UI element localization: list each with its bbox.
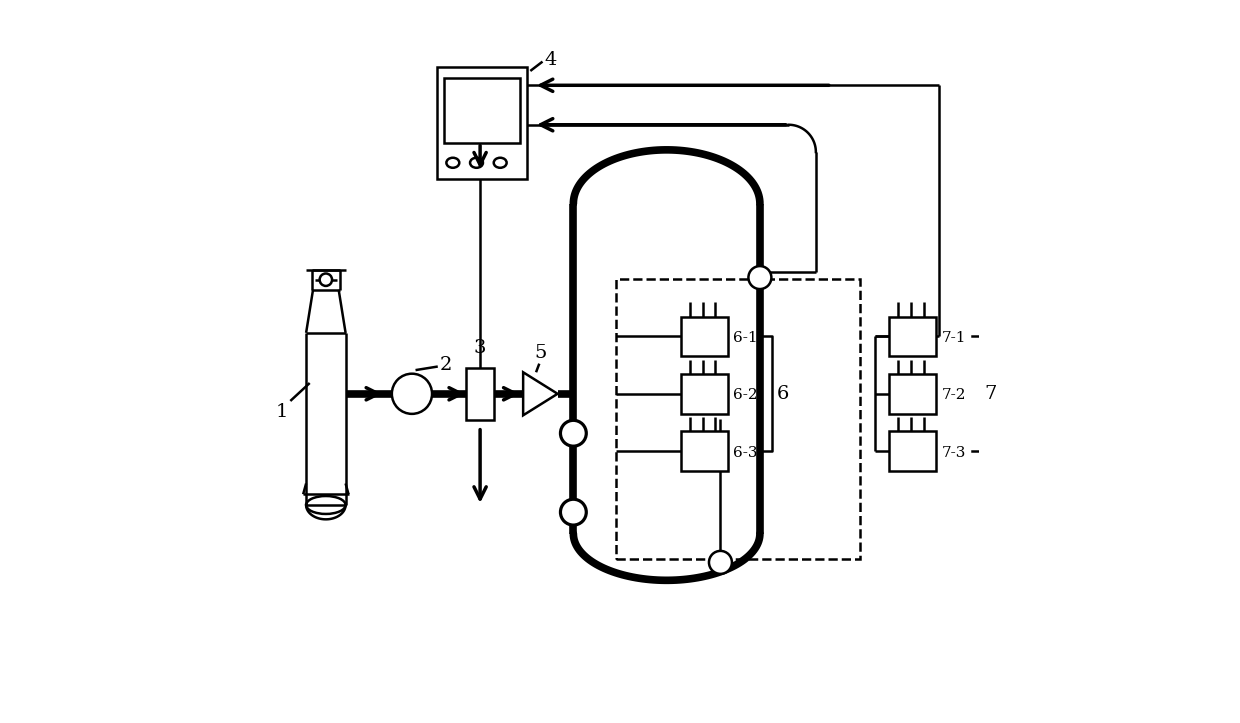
Bar bbox=[889, 432, 936, 471]
Text: 6: 6 bbox=[776, 385, 789, 403]
Bar bbox=[436, 67, 527, 179]
Text: 1: 1 bbox=[275, 403, 288, 421]
Circle shape bbox=[392, 374, 432, 414]
Bar bbox=[616, 279, 861, 559]
Bar bbox=[681, 432, 728, 471]
Bar bbox=[444, 78, 520, 142]
Text: 5: 5 bbox=[534, 343, 547, 362]
Polygon shape bbox=[523, 372, 558, 415]
Text: 7-2: 7-2 bbox=[941, 388, 966, 402]
Bar bbox=[889, 317, 936, 356]
Text: 7-1: 7-1 bbox=[941, 331, 966, 345]
Text: 6-3: 6-3 bbox=[733, 445, 758, 460]
Circle shape bbox=[749, 266, 771, 289]
Text: 7: 7 bbox=[985, 385, 997, 403]
Circle shape bbox=[560, 420, 587, 446]
Bar bbox=[889, 374, 936, 414]
Bar bbox=[681, 374, 728, 414]
Bar bbox=[681, 317, 728, 356]
Text: 7-3: 7-3 bbox=[941, 445, 966, 460]
Circle shape bbox=[709, 551, 732, 574]
Text: 6-1: 6-1 bbox=[733, 331, 758, 345]
Text: 4: 4 bbox=[544, 51, 557, 69]
Circle shape bbox=[560, 500, 587, 525]
Bar bbox=[466, 368, 494, 419]
Text: 6-2: 6-2 bbox=[733, 388, 758, 402]
Text: 2: 2 bbox=[439, 356, 451, 374]
Text: 3: 3 bbox=[474, 339, 486, 357]
